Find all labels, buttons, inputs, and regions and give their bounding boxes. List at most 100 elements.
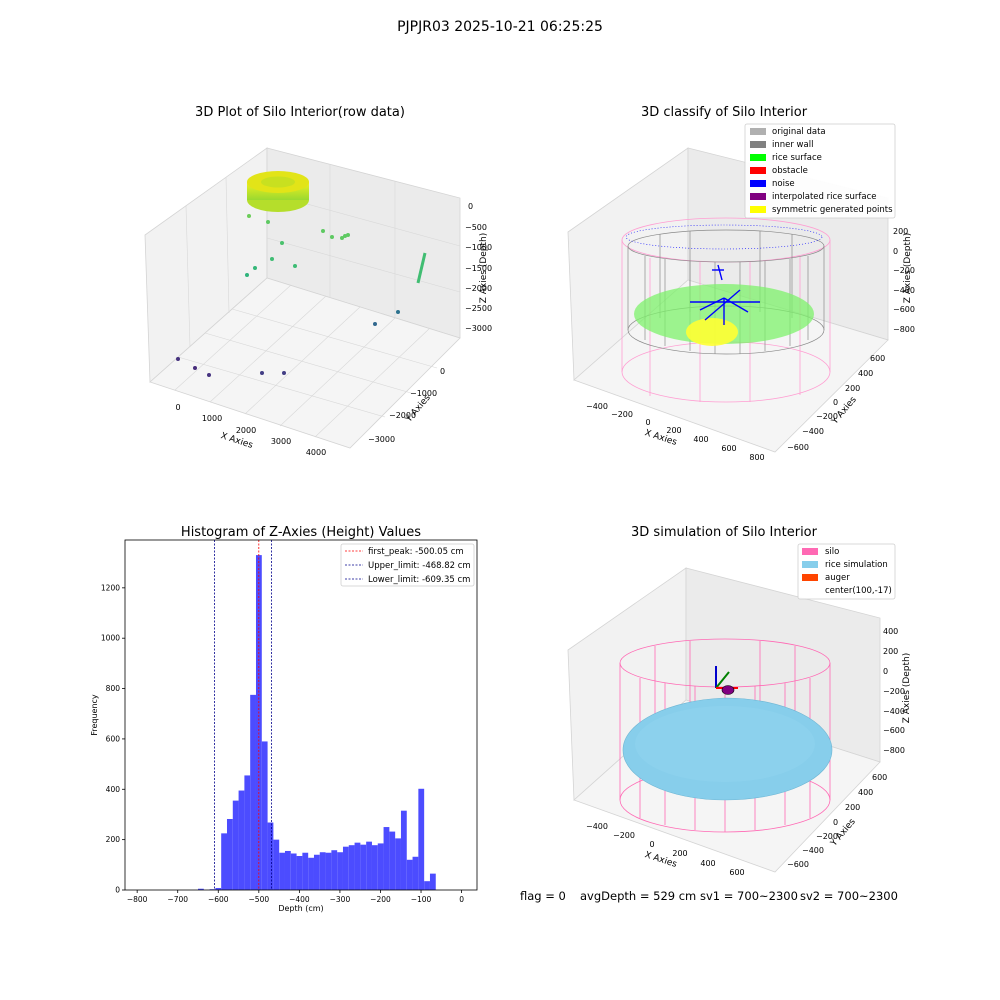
sim-z-label: Z Axies (Depth) — [902, 653, 912, 724]
legend-swatch — [750, 167, 766, 174]
sim-x-tick: −200 — [613, 831, 635, 840]
classify-z-tick: −400 — [893, 286, 915, 295]
classify-z-tick: 200 — [893, 227, 908, 236]
histogram-bar — [302, 852, 309, 890]
histogram-y-tick-label: 1200 — [101, 583, 120, 592]
histogram-x-tick-label: −500 — [249, 895, 270, 904]
histogram-bar — [389, 831, 396, 890]
histogram-bar — [406, 859, 413, 890]
raw-z-tick: −2500 — [465, 304, 492, 313]
classify-z-label: Z Axies (Depth) — [903, 233, 913, 304]
histogram-bar — [290, 853, 297, 890]
raw-z-label: Z Axies (Depth) — [479, 233, 489, 304]
classify-y-tick: −600 — [787, 443, 809, 452]
footer-status: flag = 0 avgDepth = 529 cm sv1 = 700~230… — [520, 889, 898, 903]
histogram-bar — [337, 852, 343, 890]
sim-x-tick: 400 — [700, 859, 715, 868]
raw-z-tick: 0 — [468, 202, 473, 211]
sim-y-tick: −200 — [816, 832, 838, 841]
sim-x-tick: 600 — [729, 868, 744, 877]
histogram-y-tick-label: 600 — [106, 734, 121, 743]
legend-swatch — [750, 154, 766, 161]
histogram-bar — [377, 843, 384, 890]
sim-y-tick: 200 — [845, 803, 860, 812]
histogram-bar — [250, 694, 256, 890]
raw-floor-pane — [149, 277, 461, 449]
raw-x-tick: 0 — [175, 403, 180, 412]
histogram-bar — [215, 887, 222, 890]
sim-y-tick: 600 — [872, 773, 887, 782]
histogram-y-tick-label: 1000 — [101, 634, 120, 643]
legend-swatch — [802, 561, 818, 568]
classify-legend — [744, 123, 896, 219]
raw-z-tick: −2000 — [465, 284, 492, 293]
panel-classify-3d: 3D classify of Silo Interior — [567, 105, 915, 462]
histogram-x-label: Depth (cm) — [278, 904, 323, 913]
histogram-bar — [197, 888, 204, 890]
histogram-bar — [313, 854, 320, 890]
raw-x-tick: 3000 — [271, 437, 291, 446]
classify-x-tick: −200 — [611, 410, 633, 419]
legend-label: original data — [772, 127, 826, 137]
histogram-x-ticks: −800 −700 −600 −500 −400 −300 −200 −100 0 — [127, 890, 464, 904]
classify-y-tick: 400 — [858, 369, 873, 378]
histogram-bar — [319, 852, 326, 890]
classify-y-tick: −200 — [816, 412, 838, 421]
sim-z-tick: −800 — [883, 746, 905, 755]
histogram-bar — [226, 818, 233, 890]
histogram-bar — [400, 810, 407, 890]
legend-label: Upper_limit: -468.82 cm — [368, 561, 471, 571]
histogram-bar — [261, 741, 268, 890]
raw-x-tick: 4000 — [306, 448, 326, 457]
panel-raw-title: 3D Plot of Silo Interior(row data) — [195, 105, 405, 120]
histogram-x-tick-label: −200 — [370, 895, 391, 904]
sim-x-tick: 0 — [649, 840, 654, 849]
histogram-bar — [429, 873, 436, 890]
footer-flag: flag = 0 — [520, 889, 566, 903]
histogram-bar — [325, 852, 332, 890]
histogram-bar — [348, 845, 355, 890]
legend-swatch — [802, 548, 818, 555]
legend-label: center(100,-17) — [825, 586, 892, 596]
histogram-bar — [273, 839, 280, 890]
raw-z-tick: −1000 — [465, 243, 492, 252]
legend-swatch — [802, 574, 818, 581]
histogram-bar — [360, 844, 367, 890]
raw-y-tick: −2000 — [389, 411, 416, 420]
classify-symmetric-points — [686, 318, 738, 346]
histogram-x-tick-label: 0 — [459, 895, 464, 904]
sim-legend — [797, 543, 896, 600]
histogram-legend — [340, 543, 475, 587]
classify-x-ticks: −400 −200 0 200 400 600 800 — [586, 402, 765, 462]
legend-label: silo — [825, 547, 839, 557]
raw-z-tick: −1500 — [465, 264, 492, 273]
classify-z-tick: −600 — [893, 305, 915, 314]
histogram-vlines — [214, 540, 272, 890]
legend-swatch — [750, 180, 766, 187]
raw-z-tick: −500 — [465, 223, 487, 232]
legend-swatch — [750, 193, 766, 200]
histogram-y-label: Frequency — [90, 694, 99, 736]
classify-z-tick: −800 — [893, 325, 915, 334]
sim-y-tick: 0 — [833, 818, 838, 827]
sim-z-tick: −200 — [883, 687, 905, 696]
histogram-legend-entries: first_peak: -500.05 cm Upper_limit: -468… — [345, 547, 471, 585]
histogram-bar — [342, 846, 349, 890]
sim-z-tick: 0 — [883, 667, 888, 676]
histogram-bar — [418, 788, 425, 890]
classify-y-tick: 600 — [870, 354, 885, 363]
sim-z-tick: 200 — [883, 647, 898, 656]
histogram-bar — [221, 833, 227, 890]
histogram-y-tick-label: 800 — [106, 684, 121, 693]
histogram-bar — [354, 842, 361, 890]
raw-y-tick: 0 — [440, 367, 445, 376]
histogram-bar — [331, 850, 338, 890]
histogram-x-tick-label: −700 — [167, 895, 188, 904]
histogram-y-tick-label: 400 — [106, 785, 121, 794]
histogram-plot-area — [124, 539, 478, 891]
figure-title: PJPJR03 2025-10-21 06:25:25 — [397, 19, 603, 35]
histogram-bar — [284, 850, 291, 890]
histogram-bar — [238, 790, 245, 890]
footer-sv1: sv1 = 700~2300 — [700, 889, 798, 903]
